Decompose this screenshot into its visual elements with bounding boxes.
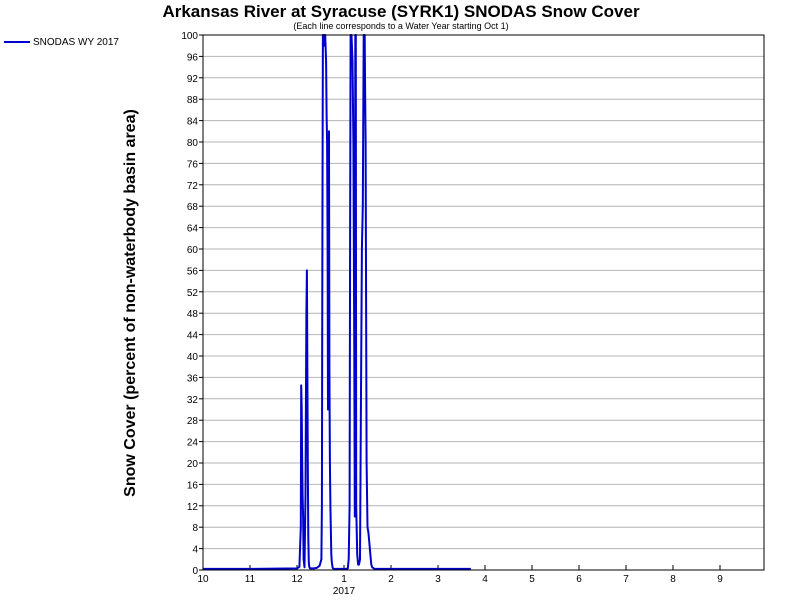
y-tick-label: 84: [187, 117, 199, 128]
y-tick-label: 96: [187, 52, 199, 63]
y-tick-label: 76: [187, 159, 199, 170]
grid: [203, 55, 764, 550]
y-tick-label: 52: [187, 288, 199, 299]
y-axis-label: Snow Cover (percent of non-waterbody bas…: [122, 109, 139, 497]
legend-label: SNODAS WY 2017: [33, 37, 119, 48]
y-tick-label: 4: [192, 545, 198, 556]
x-tick-label: 9: [717, 574, 723, 585]
y-tick-label: 20: [187, 459, 199, 470]
y-tick-label: 56: [187, 266, 199, 277]
x-tick-label: 8: [670, 574, 676, 585]
x-tick-label: 5: [529, 574, 535, 585]
x-tick-label: 3: [435, 574, 441, 585]
y-tick-label: 8: [192, 523, 198, 534]
x-tick-label: 11: [245, 574, 256, 585]
y-tick-label: 68: [187, 202, 199, 213]
chart-title: Arkansas River at Syracuse (SYRK1) SNODA…: [162, 2, 640, 21]
year-label: 2017: [333, 586, 356, 597]
y-tick-label: 60: [187, 245, 199, 256]
y-tick-label: 36: [187, 373, 199, 384]
y-tick-label: 40: [187, 352, 199, 363]
y-tick-label: 64: [187, 224, 199, 235]
series-layer: [203, 34, 471, 570]
x-tick-label: 2: [388, 574, 394, 585]
series-line-wy-2017: [203, 34, 471, 570]
y-ticks: 0481216202428323640444852566064687276808…: [181, 31, 203, 577]
y-tick-label: 48: [187, 309, 199, 320]
y-tick-label: 24: [187, 438, 199, 449]
y-tick-label: 92: [187, 74, 199, 85]
y-tick-label: 0: [192, 566, 198, 577]
chart-subtitle: (Each line corresponds to a Water Year s…: [293, 21, 508, 31]
y-tick-label: 100: [181, 31, 198, 42]
y-tick-label: 44: [187, 331, 199, 342]
y-tick-label: 80: [187, 138, 199, 149]
x-tick-label: 12: [291, 574, 303, 585]
plot-frame: [202, 34, 765, 571]
x-tick-label: 6: [576, 574, 582, 585]
y-tick-label: 32: [187, 395, 199, 406]
x-tick-label: 4: [482, 574, 488, 585]
x-tick-label: 7: [623, 574, 629, 585]
y-tick-label: 72: [187, 181, 199, 192]
y-tick-label: 28: [187, 416, 199, 427]
x-tick-label: 10: [197, 574, 209, 585]
y-tick-label: 16: [187, 480, 199, 491]
y-tick-label: 12: [187, 502, 199, 513]
legend: SNODAS WY 2017: [4, 37, 119, 48]
x-tick-label: 1: [341, 574, 347, 585]
y-tick-label: 88: [187, 95, 199, 106]
